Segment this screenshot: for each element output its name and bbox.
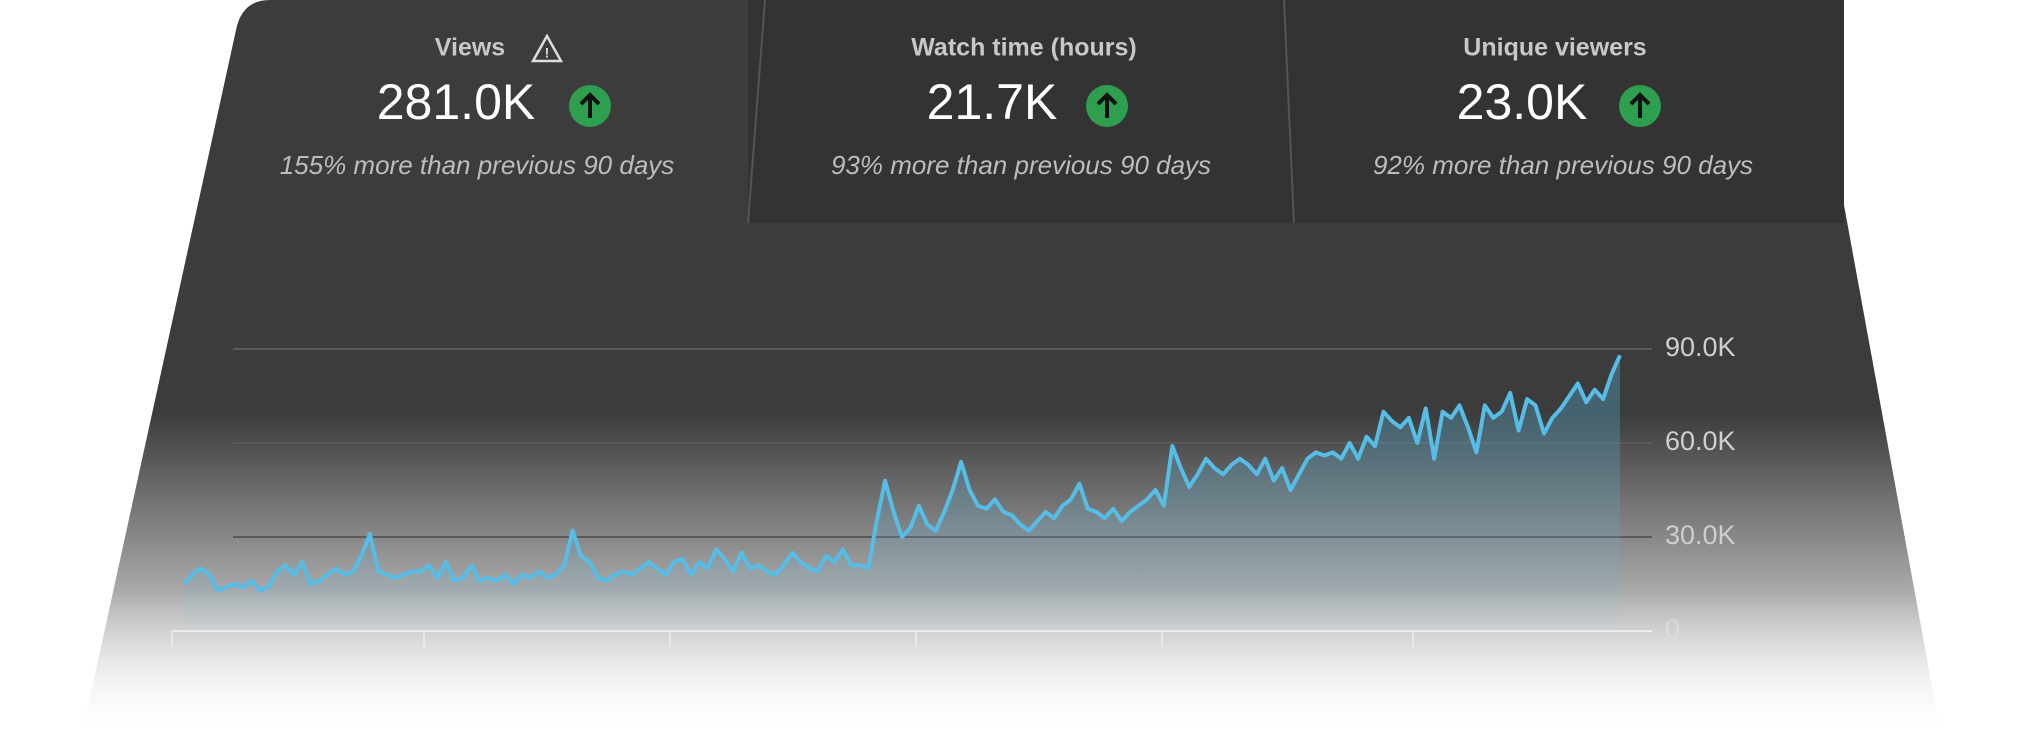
bottom-fade <box>0 590 2032 752</box>
y-tick-label: 90.0K <box>1665 332 1736 362</box>
card[interactable]: Watch time (hours) 21.7K 93% more than p… <box>831 34 1211 180</box>
warning-icon <box>530 33 564 63</box>
card[interactable]: Unique viewers 23.0K 92% more than previ… <box>1373 34 1753 180</box>
card-comparison: 155% more than previous 90 days <box>280 150 675 180</box>
card-value: 281.0K <box>377 74 535 130</box>
card-comparison: 92% more than previous 90 days <box>1373 150 1753 180</box>
card-value: 21.7K <box>927 74 1058 130</box>
card-label: Views <box>435 34 505 62</box>
card-value: 23.0K <box>1457 74 1588 130</box>
card[interactable]: Views ! 281.0K 155% more than previous 9… <box>280 33 675 180</box>
card-background <box>1294 0 1844 223</box>
card-divider <box>1283 0 1295 224</box>
card-label: Watch time (hours) <box>911 34 1136 62</box>
up-arrow <box>579 92 601 118</box>
data-line <box>182 354 1622 593</box>
y-tick-label: 30.0K <box>1665 520 1736 550</box>
area-fill <box>184 355 1620 631</box>
up-arrow <box>1096 92 1118 118</box>
warning-mark: ! <box>545 45 550 61</box>
card-divider <box>747 0 766 224</box>
card-background <box>748 0 1294 223</box>
card-label: Unique viewers <box>1463 34 1646 62</box>
up-arrow <box>1629 92 1651 118</box>
y-tick-label: 60.0K <box>1665 426 1736 456</box>
card-comparison: 93% more than previous 90 days <box>831 150 1211 180</box>
